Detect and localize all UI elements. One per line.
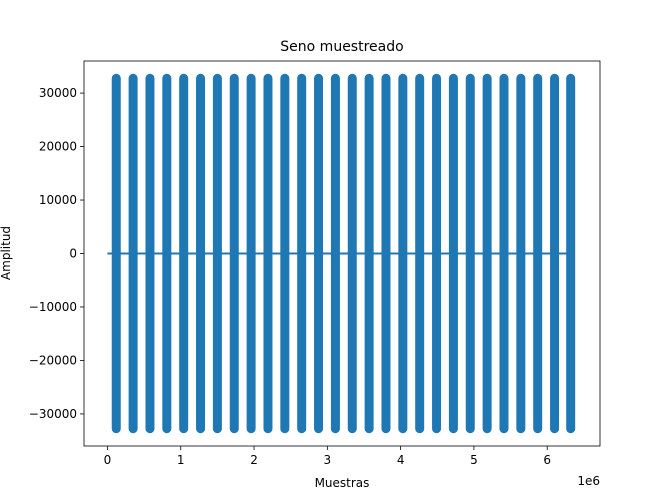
y-tick-label: 0 <box>69 247 77 261</box>
y-tick-label: 30000 <box>39 86 77 100</box>
y-tick-label: −30000 <box>29 407 77 421</box>
y-tick-label: −20000 <box>29 353 77 367</box>
plot-marks <box>107 73 576 434</box>
y-tick-label: 10000 <box>39 193 77 207</box>
x-tick-label: 3 <box>324 453 332 467</box>
x-axis-multiplier: 1e6 <box>577 474 600 488</box>
chart-title: Seno muestreado <box>280 39 403 55</box>
x-axis-label: Muestras <box>315 476 370 490</box>
x-tick-label: 0 <box>104 453 112 467</box>
x-tick-label: 2 <box>250 453 258 467</box>
y-tick-label: −10000 <box>29 300 77 314</box>
y-tick-label: 20000 <box>39 140 77 154</box>
y-axis-ticks: −30000 −20000 −10000 0 10000 20000 30000 <box>29 86 84 421</box>
x-tick-label: 5 <box>470 453 478 467</box>
x-tick-label: 6 <box>543 453 551 467</box>
x-tick-label: 1 <box>177 453 185 467</box>
y-axis-label: Amplitud <box>0 226 13 280</box>
x-tick-label: 4 <box>397 453 405 467</box>
x-axis-ticks: 0 1 2 3 4 5 6 <box>104 446 551 467</box>
